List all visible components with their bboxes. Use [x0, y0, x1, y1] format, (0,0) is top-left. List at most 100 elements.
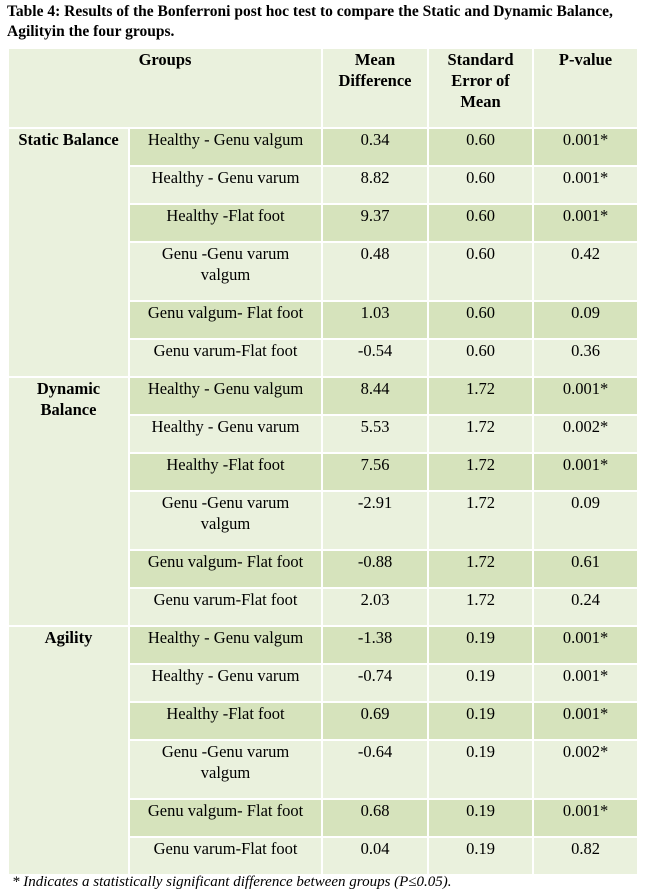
table-row: Healthy - Genu varum 5.53 1.72 0.002* — [8, 414, 640, 454]
header-mean-difference: Mean Difference — [321, 47, 430, 129]
table-row: Genu varum-Flat foot 2.03 1.72 0.24 — [8, 587, 640, 627]
standard-error-cell: 1.72 — [427, 549, 535, 589]
comparison-cell: Healthy -Flat foot — [127, 701, 324, 741]
p-value-cell: 0.42 — [532, 241, 640, 302]
mean-difference-cell: 1.03 — [321, 300, 430, 340]
table-body: Static Balance Healthy - Genu valgum 0.34 0… — [7, 127, 640, 876]
comparison-cell: Healthy - Genu valgum — [127, 376, 324, 416]
p-value-cell: 0.001* — [532, 798, 640, 838]
standard-error-cell: 0.19 — [427, 625, 535, 665]
p-value-cell: 0.002* — [532, 739, 640, 800]
mean-difference-cell: 9.37 — [321, 203, 430, 243]
p-value-cell: 0.001* — [532, 165, 640, 205]
comparison-cell: Healthy - Genu valgum — [127, 625, 324, 665]
p-value-cell: 0.001* — [532, 452, 640, 492]
comparison-cell: Healthy - Genu varum — [127, 663, 324, 703]
mean-difference-cell: 8.82 — [321, 165, 430, 205]
standard-error-cell: 1.72 — [427, 587, 535, 627]
mean-difference-cell: 5.53 — [321, 414, 430, 454]
standard-error-cell: 0.60 — [427, 203, 535, 243]
standard-error-cell: 0.19 — [427, 663, 535, 703]
standard-error-cell: 0.60 — [427, 338, 535, 378]
comparison-cell: Genu valgum- Flat foot — [127, 549, 324, 589]
mean-difference-cell: 0.34 — [321, 127, 430, 167]
comparison-cell: Genu varum-Flat foot — [127, 836, 324, 876]
mean-difference-cell: 8.44 — [321, 376, 430, 416]
group-label: Agility — [7, 625, 130, 876]
group-label: Static Balance — [7, 127, 130, 378]
p-value-cell: 0.002* — [532, 414, 640, 454]
mean-difference-cell: -0.88 — [321, 549, 430, 589]
table-row: Static Balance Healthy - Genu valgum 0.34 0… — [7, 127, 640, 378]
p-value-cell: 0.001* — [532, 701, 640, 741]
group-label: Dynamic Balance — [7, 376, 130, 627]
mean-difference-cell: -0.64 — [321, 739, 430, 800]
p-value-cell: 0.09 — [532, 300, 640, 340]
table-row: Healthy -Flat foot 7.56 1.72 0.001* — [8, 452, 640, 492]
table-row: Genu -Genu varum valgum -2.91 1.72 0.09 — [8, 490, 640, 551]
p-value-cell: 0.82 — [532, 836, 640, 876]
table-caption: Table 4: Results of the Bonferroni post … — [7, 3, 613, 40]
comparison-cell: Genu varum-Flat foot — [127, 587, 324, 627]
comparison-cell: Genu -Genu varum valgum — [127, 739, 324, 800]
standard-error-cell: 1.72 — [427, 490, 535, 551]
p-value-cell: 0.61 — [532, 549, 640, 589]
comparison-cell: Genu -Genu varum valgum — [127, 241, 324, 302]
header-p-value: P-value — [532, 47, 640, 129]
results-table: Groups Mean Difference Standard Error of… — [6, 47, 640, 876]
header-row: Groups Mean Difference Standard Error of… — [6, 47, 640, 129]
standard-error-cell: 0.19 — [427, 701, 535, 741]
standard-error-cell: 1.72 — [427, 414, 535, 454]
table-row: Genu varum-Flat foot 0.04 0.19 0.82 — [8, 836, 640, 876]
standard-error-cell: 1.72 — [427, 452, 535, 492]
mean-difference-cell: 0.68 — [321, 798, 430, 838]
p-value-cell: 0.24 — [532, 587, 640, 627]
table-row: Genu valgum- Flat foot -0.88 1.72 0.61 — [8, 549, 640, 589]
table-row: Dynamic Balance Healthy - Genu valgum 8.44… — [7, 376, 640, 627]
comparison-cell: Healthy - Genu varum — [127, 414, 324, 454]
comparison-cell: Healthy - Genu valgum — [127, 127, 324, 167]
standard-error-cell: 0.60 — [427, 165, 535, 205]
comparison-cell: Healthy - Genu varum — [127, 165, 324, 205]
table-row: Genu -Genu varum valgum 0.48 0.60 0.42 — [8, 241, 640, 302]
standard-error-cell: 0.19 — [427, 739, 535, 800]
header-groups: Groups — [6, 47, 324, 129]
standard-error-cell: 1.72 — [427, 376, 535, 416]
table-row: Healthy -Flat foot 9.37 0.60 0.001* — [8, 203, 640, 243]
comparison-cell: Healthy -Flat foot — [127, 452, 324, 492]
comparison-cell: Genu valgum- Flat foot — [127, 300, 324, 340]
comparison-cell: Genu valgum- Flat foot — [127, 798, 324, 838]
table-row: Agility Healthy - Genu valgum -1.38 0.19 0.0… — [7, 625, 640, 876]
header-standard-error: Standard Error of Mean — [427, 47, 535, 129]
comparison-cell: Genu varum-Flat foot — [127, 338, 324, 378]
p-value-cell: 0.001* — [532, 203, 640, 243]
mean-difference-cell: -1.38 — [321, 625, 430, 665]
table-row: Healthy - Genu varum -0.74 0.19 0.001* — [8, 663, 640, 703]
mean-difference-cell: 2.03 — [321, 587, 430, 627]
comparison-cell: Genu -Genu varum valgum — [127, 490, 324, 551]
p-value-cell: 0.09 — [532, 490, 640, 551]
comparison-cell: Healthy -Flat foot — [127, 203, 324, 243]
mean-difference-cell: -0.54 — [321, 338, 430, 378]
mean-difference-cell: -0.74 — [321, 663, 430, 703]
standard-error-cell: 0.19 — [427, 836, 535, 876]
table-row: Healthy - Genu varum 8.82 0.60 0.001* — [8, 165, 640, 205]
mean-difference-cell: 0.04 — [321, 836, 430, 876]
mean-difference-cell: 0.69 — [321, 701, 430, 741]
table-row: Genu varum-Flat foot -0.54 0.60 0.36 — [8, 338, 640, 378]
standard-error-cell: 0.19 — [427, 798, 535, 838]
standard-error-cell: 0.60 — [427, 241, 535, 302]
p-value-cell: 0.36 — [532, 338, 640, 378]
p-value-cell: 0.001* — [532, 127, 640, 167]
mean-difference-cell: -2.91 — [321, 490, 430, 551]
mean-difference-cell: 0.48 — [321, 241, 430, 302]
p-value-cell: 0.001* — [532, 625, 640, 665]
table-row: Genu valgum- Flat foot 1.03 0.60 0.09 — [8, 300, 640, 340]
p-value-cell: 0.001* — [532, 376, 640, 416]
table-row: Genu valgum- Flat foot 0.68 0.19 0.001* — [8, 798, 640, 838]
footnote: * Indicates a statistically significant … — [12, 874, 452, 890]
standard-error-cell: 0.60 — [427, 127, 535, 167]
p-value-cell: 0.001* — [532, 663, 640, 703]
standard-error-cell: 0.60 — [427, 300, 535, 340]
table-row: Healthy -Flat foot 0.69 0.19 0.001* — [8, 701, 640, 741]
